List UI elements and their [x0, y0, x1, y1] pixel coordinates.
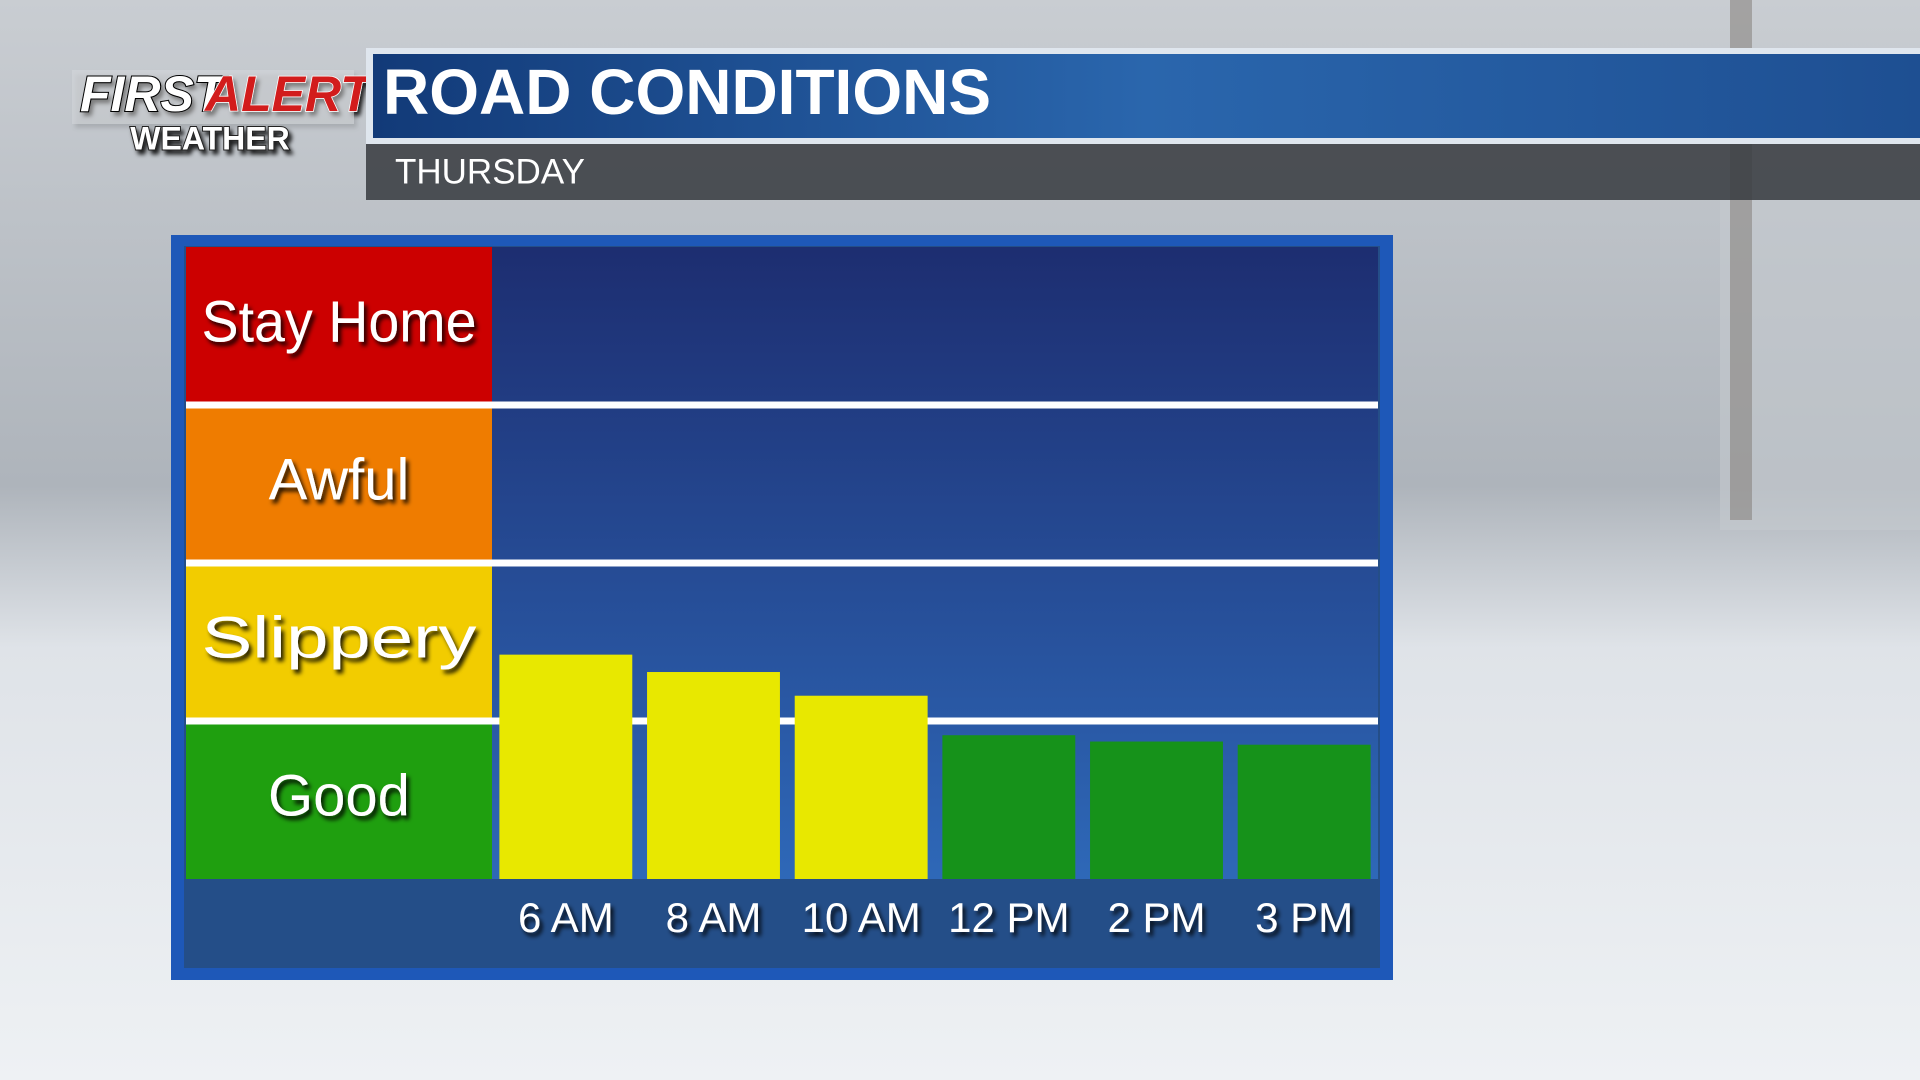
x-tick-label: 6 AM [518, 894, 614, 941]
band-label-box [186, 405, 492, 563]
band-label-box [186, 721, 492, 879]
logo-alert: ALERT [203, 66, 375, 122]
band-label: Good [268, 763, 410, 828]
chart: Good Slippery Awful Stay Home 6 AM 8 AM 10 AM 1… [186, 247, 1378, 941]
logo-box [72, 70, 354, 124]
logo-first: FIRST [80, 66, 229, 122]
band-label-box [186, 247, 492, 405]
x-tick-label: 2 PM [1107, 894, 1205, 941]
x-tick-label: 10 AM [802, 894, 921, 941]
band-label-box [186, 563, 492, 721]
title-bar [373, 54, 1920, 138]
subtitle-bar [366, 144, 1920, 200]
bar [499, 654, 633, 879]
x-tick-label: 3 PM [1255, 894, 1353, 941]
x-tick-label: 8 AM [666, 894, 762, 941]
subtitle: THURSDAY [395, 152, 585, 191]
band-label: Awful [269, 447, 410, 512]
x-tick-label: 12 PM [948, 894, 1069, 941]
bar [794, 695, 928, 879]
bar [647, 672, 780, 879]
band-label: Stay Home [202, 289, 477, 354]
bar [1237, 744, 1371, 879]
band-label: Slippery [202, 605, 477, 670]
bar [942, 735, 1076, 879]
logo: FIRST ALERT WEATHER [72, 65, 376, 157]
building [1720, 200, 1920, 530]
bar [1090, 741, 1223, 879]
logo-weather: WEATHER [130, 120, 289, 156]
title: ROAD CONDITIONS [383, 56, 991, 128]
